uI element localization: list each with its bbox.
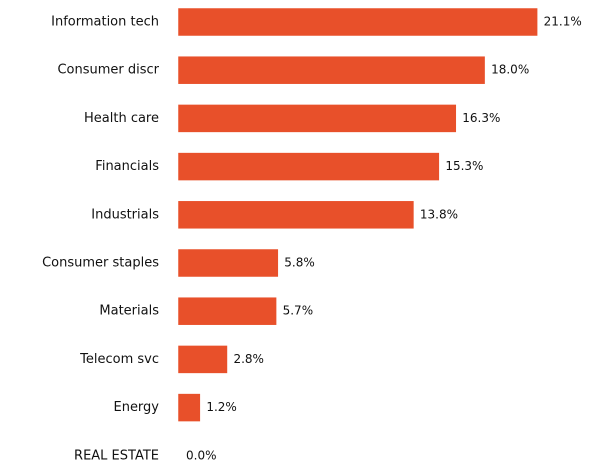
value-label: 13.8% [420,207,458,221]
bar [178,104,457,133]
bar [178,393,201,422]
value-label: 18.0% [491,63,529,77]
category-label: Health care [84,111,159,126]
bar [178,345,228,374]
category-label: Materials [99,304,159,319]
category-label: Consumer discr [57,63,159,78]
bar [178,152,440,181]
category-label: Telecom svc [79,352,159,367]
value-label: 5.7% [283,304,314,318]
category-label: REAL ESTATE [74,448,159,463]
bar [178,8,538,36]
value-label: 1.2% [206,400,237,414]
value-label: 2.8% [233,352,264,366]
category-label: Consumer staples [42,256,159,271]
category-label: Financials [95,159,159,174]
bar [178,249,279,277]
category-label: Energy [113,400,159,415]
category-label: Industrials [91,207,159,222]
bar [178,56,485,84]
value-label: 5.8% [284,256,315,270]
value-label: 21.1% [544,15,582,29]
value-label: 15.3% [445,159,483,173]
value-label: 0.0% [186,448,217,462]
category-label: Information tech [51,15,159,30]
value-label: 16.3% [462,111,500,125]
bar [178,201,414,229]
bar [178,297,277,325]
